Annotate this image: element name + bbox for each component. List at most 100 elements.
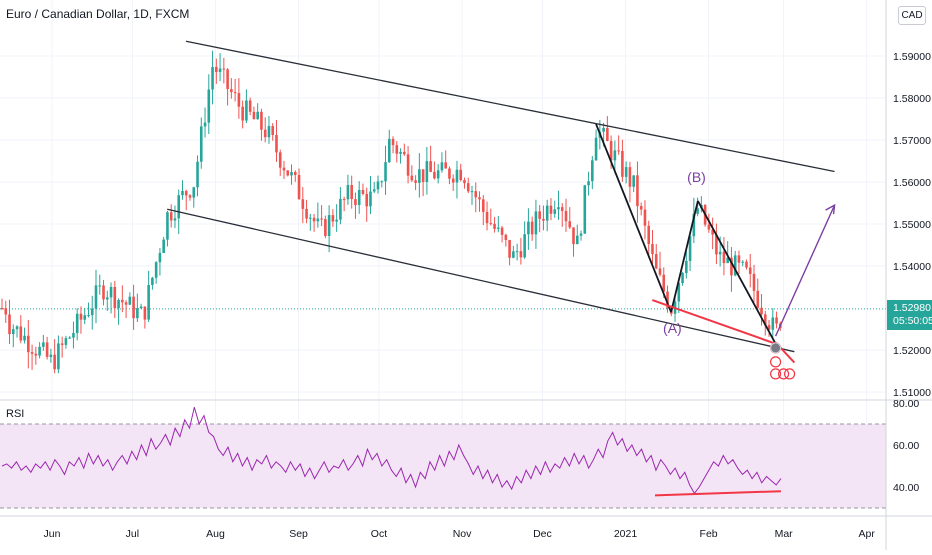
candle-body [707, 224, 711, 230]
currency-button[interactable]: CAD [898, 6, 926, 25]
candle-body [767, 325, 771, 330]
candle-body [466, 183, 470, 192]
candle-body [154, 262, 158, 278]
wave-a-label: (A) [663, 320, 682, 336]
rsi-tick-label: 80.00 [893, 398, 919, 410]
candle-body [147, 284, 150, 320]
candle-body [0, 308, 4, 309]
candle-body [357, 189, 361, 206]
candle-body [380, 181, 384, 183]
candle-body [448, 168, 451, 179]
trendline-projection [774, 204, 836, 337]
candle-body [752, 273, 756, 291]
rsi-pane [1, 407, 782, 497]
candle-body [474, 191, 478, 198]
projection-arrowhead [825, 203, 836, 215]
candle-body [643, 209, 647, 226]
candle-body [177, 195, 181, 219]
candle-body [741, 261, 745, 263]
candle-body [711, 229, 714, 235]
candle-body [312, 217, 316, 222]
candle-body [136, 308, 139, 319]
candle-body [560, 207, 564, 211]
candle-body [481, 199, 485, 212]
candle-body [248, 100, 252, 112]
time-tick-label: Sep [289, 528, 308, 540]
candle-body [192, 187, 196, 198]
candle-body [692, 213, 696, 237]
candle-body [470, 191, 474, 193]
candle-body [128, 296, 132, 305]
candle-body [49, 354, 53, 357]
candles [0, 50, 782, 374]
candle-body [545, 205, 549, 221]
candle-body [508, 239, 511, 258]
candle-body [60, 343, 64, 345]
candle-body [4, 308, 8, 315]
candle-body [30, 352, 34, 354]
candle-body [27, 335, 30, 353]
candle-body [433, 171, 436, 179]
candle-body [260, 111, 263, 130]
candle-body [372, 189, 376, 192]
candle-body [316, 218, 320, 222]
candle-body [632, 175, 635, 187]
candle-body [395, 145, 399, 154]
candle-body [451, 178, 455, 183]
price-tick-label: 1.52000 [893, 345, 931, 357]
candle-body [478, 197, 481, 200]
candle-body [94, 285, 98, 309]
candle-body [324, 219, 327, 236]
candle-body [564, 210, 568, 222]
candle-body [410, 175, 414, 181]
candle-body [350, 184, 353, 200]
target-circle [769, 356, 782, 368]
time-tick-label: Mar [775, 528, 794, 540]
candle-body [34, 353, 38, 356]
candle-body [139, 306, 143, 309]
candle-body [745, 261, 748, 268]
candle-body [681, 272, 684, 283]
target-circle [783, 368, 796, 380]
candle-body [166, 212, 169, 240]
candle-body [534, 211, 538, 235]
candle-body [245, 100, 248, 121]
candle-body [500, 227, 504, 235]
time-tick-label: Feb [700, 528, 718, 540]
candle-body [230, 89, 233, 93]
candle-body [733, 255, 737, 276]
candle-body [282, 167, 286, 171]
candle-body [267, 126, 271, 138]
candle-body [222, 68, 226, 70]
price-tick-label: 1.51000 [893, 387, 931, 399]
last-price-label: 1.52980 [893, 301, 931, 314]
candle-body [113, 286, 117, 309]
candle-body [557, 207, 560, 210]
candle-body [376, 181, 380, 190]
candle-body [158, 252, 162, 263]
candle-body [290, 172, 293, 176]
candle-body [418, 169, 421, 183]
candle-body [523, 234, 526, 258]
candle-body [715, 234, 718, 255]
last-price-tag: 1.52980 05:50:05 [887, 299, 932, 330]
candle-body [162, 239, 165, 253]
candle-body [677, 282, 681, 302]
candle-body [233, 92, 237, 94]
candle-body [688, 236, 692, 261]
time-tick-label: Dec [533, 528, 552, 540]
candle-body [117, 299, 120, 309]
candle-body [369, 191, 372, 207]
candle-body [38, 346, 41, 356]
candle-body [11, 329, 15, 335]
candle-body [42, 342, 45, 347]
candle-body [756, 290, 760, 308]
candle-body [64, 338, 68, 345]
candle-body [391, 138, 395, 146]
candle-body [8, 314, 11, 335]
candle-body [387, 138, 391, 163]
candle-body [519, 251, 523, 258]
candle-body [440, 162, 444, 171]
price-tick-label: 1.54000 [893, 261, 931, 273]
